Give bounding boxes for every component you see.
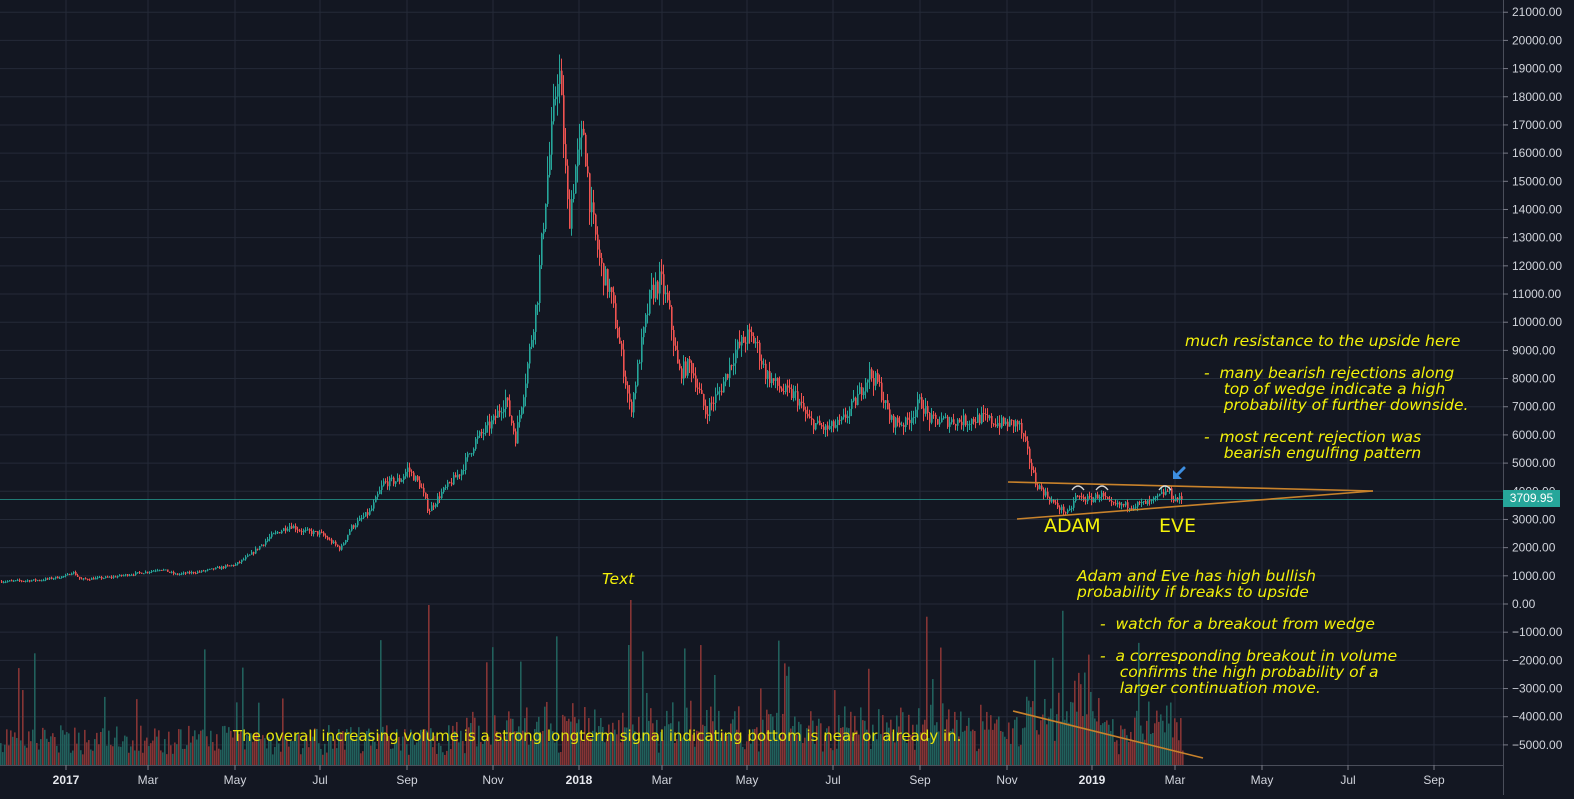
price-tick-label: −4000.00 (1512, 710, 1563, 724)
price-tick-label: 11000.00 (1512, 287, 1561, 301)
price-tick-label: −3000.00 (1512, 682, 1563, 696)
price-tick-label: 3000.00 (1512, 512, 1556, 526)
rejection-arc-marker[interactable] (1095, 485, 1109, 491)
price-axis[interactable]: 21000.00 20000.00 19000.00 18000.00 17000.00… (1503, 0, 1563, 795)
time-tick-label: May (1251, 773, 1274, 787)
price-tick-label: 8000.00 (1512, 372, 1556, 386)
time-tick-label: Sep (909, 773, 931, 787)
price-tick-label: 0.00 (1512, 597, 1536, 611)
price-tick-label: 2000.00 (1512, 541, 1556, 555)
annotation-resistance-point2[interactable]: - most recent rejection was bearish engu… (1204, 428, 1422, 462)
grid-lines (0, 0, 1503, 765)
annotation-resistance-title[interactable]: much resistance to the upside here (1185, 332, 1461, 350)
price-tick-label: −1000.00 (1512, 625, 1563, 639)
arrow-icon[interactable] (1173, 466, 1186, 479)
annotation-text-placeholder[interactable]: Text (602, 570, 635, 588)
price-tick-label: −5000.00 (1512, 738, 1563, 752)
price-tick-label: 12000.00 (1512, 259, 1562, 273)
annotation-adam-label[interactable]: ADAM (1044, 515, 1101, 537)
time-tick-label: Mar (138, 773, 159, 787)
time-tick-label: May (224, 773, 247, 787)
price-tick-label: 18000.00 (1512, 90, 1562, 104)
price-tick-label: 5000.00 (1512, 456, 1556, 470)
rejection-arc-marker[interactable] (1071, 485, 1085, 491)
annotation-bullish-point1[interactable]: - watch for a breakout from wedge (1100, 615, 1375, 633)
annotation-resistance-point1[interactable]: - many bearish rejections along top of w… (1204, 364, 1469, 414)
price-tick-label: 7000.00 (1512, 400, 1556, 414)
wedge-upper-trendline[interactable] (1007, 481, 1374, 492)
time-tick-label: Sep (396, 773, 418, 787)
annotation-bullish-point2[interactable]: - a corresponding breakout in volume con… (1100, 647, 1398, 697)
time-tick-label: Jul (825, 773, 840, 787)
trend-drawings[interactable] (1007, 466, 1374, 759)
time-axis[interactable]: 2017 Mar May Jul Sep Nov 2018 Mar May Jul Sep Nov 20… (0, 765, 1503, 787)
time-tick-label: 2018 (566, 773, 593, 787)
last-price-badge: 3709.95 (1503, 490, 1560, 507)
time-tick-label: May (736, 773, 759, 787)
price-tick-label: 9000.00 (1512, 343, 1556, 357)
annotation-volume-note[interactable]: The overall increasing volume is a stron… (233, 727, 962, 745)
price-tick-label: 17000.00 (1512, 118, 1562, 132)
time-tick-label: Jul (312, 773, 327, 787)
price-tick-label: 13000.00 (1512, 231, 1562, 245)
volume-histogram (0, 600, 1184, 765)
wedge-lower-trendline[interactable] (1016, 490, 1374, 520)
price-tick-label: 1000.00 (1512, 569, 1556, 583)
time-tick-label: Mar (1165, 773, 1186, 787)
price-tick-label: 19000.00 (1512, 62, 1562, 76)
annotation-bullish-title[interactable]: Adam and Eve has high bullish probabilit… (1077, 567, 1317, 601)
time-tick-label: Jul (1340, 773, 1355, 787)
price-tick-label: 15000.00 (1512, 174, 1562, 188)
time-tick-label: Nov (996, 773, 1017, 787)
price-tick-label: 20000.00 (1512, 33, 1562, 47)
price-tick-label: 10000.00 (1512, 315, 1562, 329)
price-tick-label: 14000.00 (1512, 202, 1562, 216)
price-tick-label: 6000.00 (1512, 428, 1556, 442)
volume-trendline[interactable] (1012, 710, 1204, 759)
price-tick-label: 21000.00 (1512, 5, 1562, 19)
time-tick-label: 2019 (1079, 773, 1106, 787)
price-tick-label: −2000.00 (1512, 653, 1563, 667)
time-tick-label: 2017 (53, 773, 80, 787)
time-tick-label: Nov (482, 773, 503, 787)
time-tick-label: Sep (1423, 773, 1445, 787)
time-tick-label: Mar (652, 773, 673, 787)
rejection-arc-marker[interactable] (1158, 485, 1172, 491)
price-tick-label: 16000.00 (1512, 146, 1562, 160)
annotation-eve-label[interactable]: EVE (1159, 515, 1197, 537)
candlestick-series (1, 54, 1183, 584)
